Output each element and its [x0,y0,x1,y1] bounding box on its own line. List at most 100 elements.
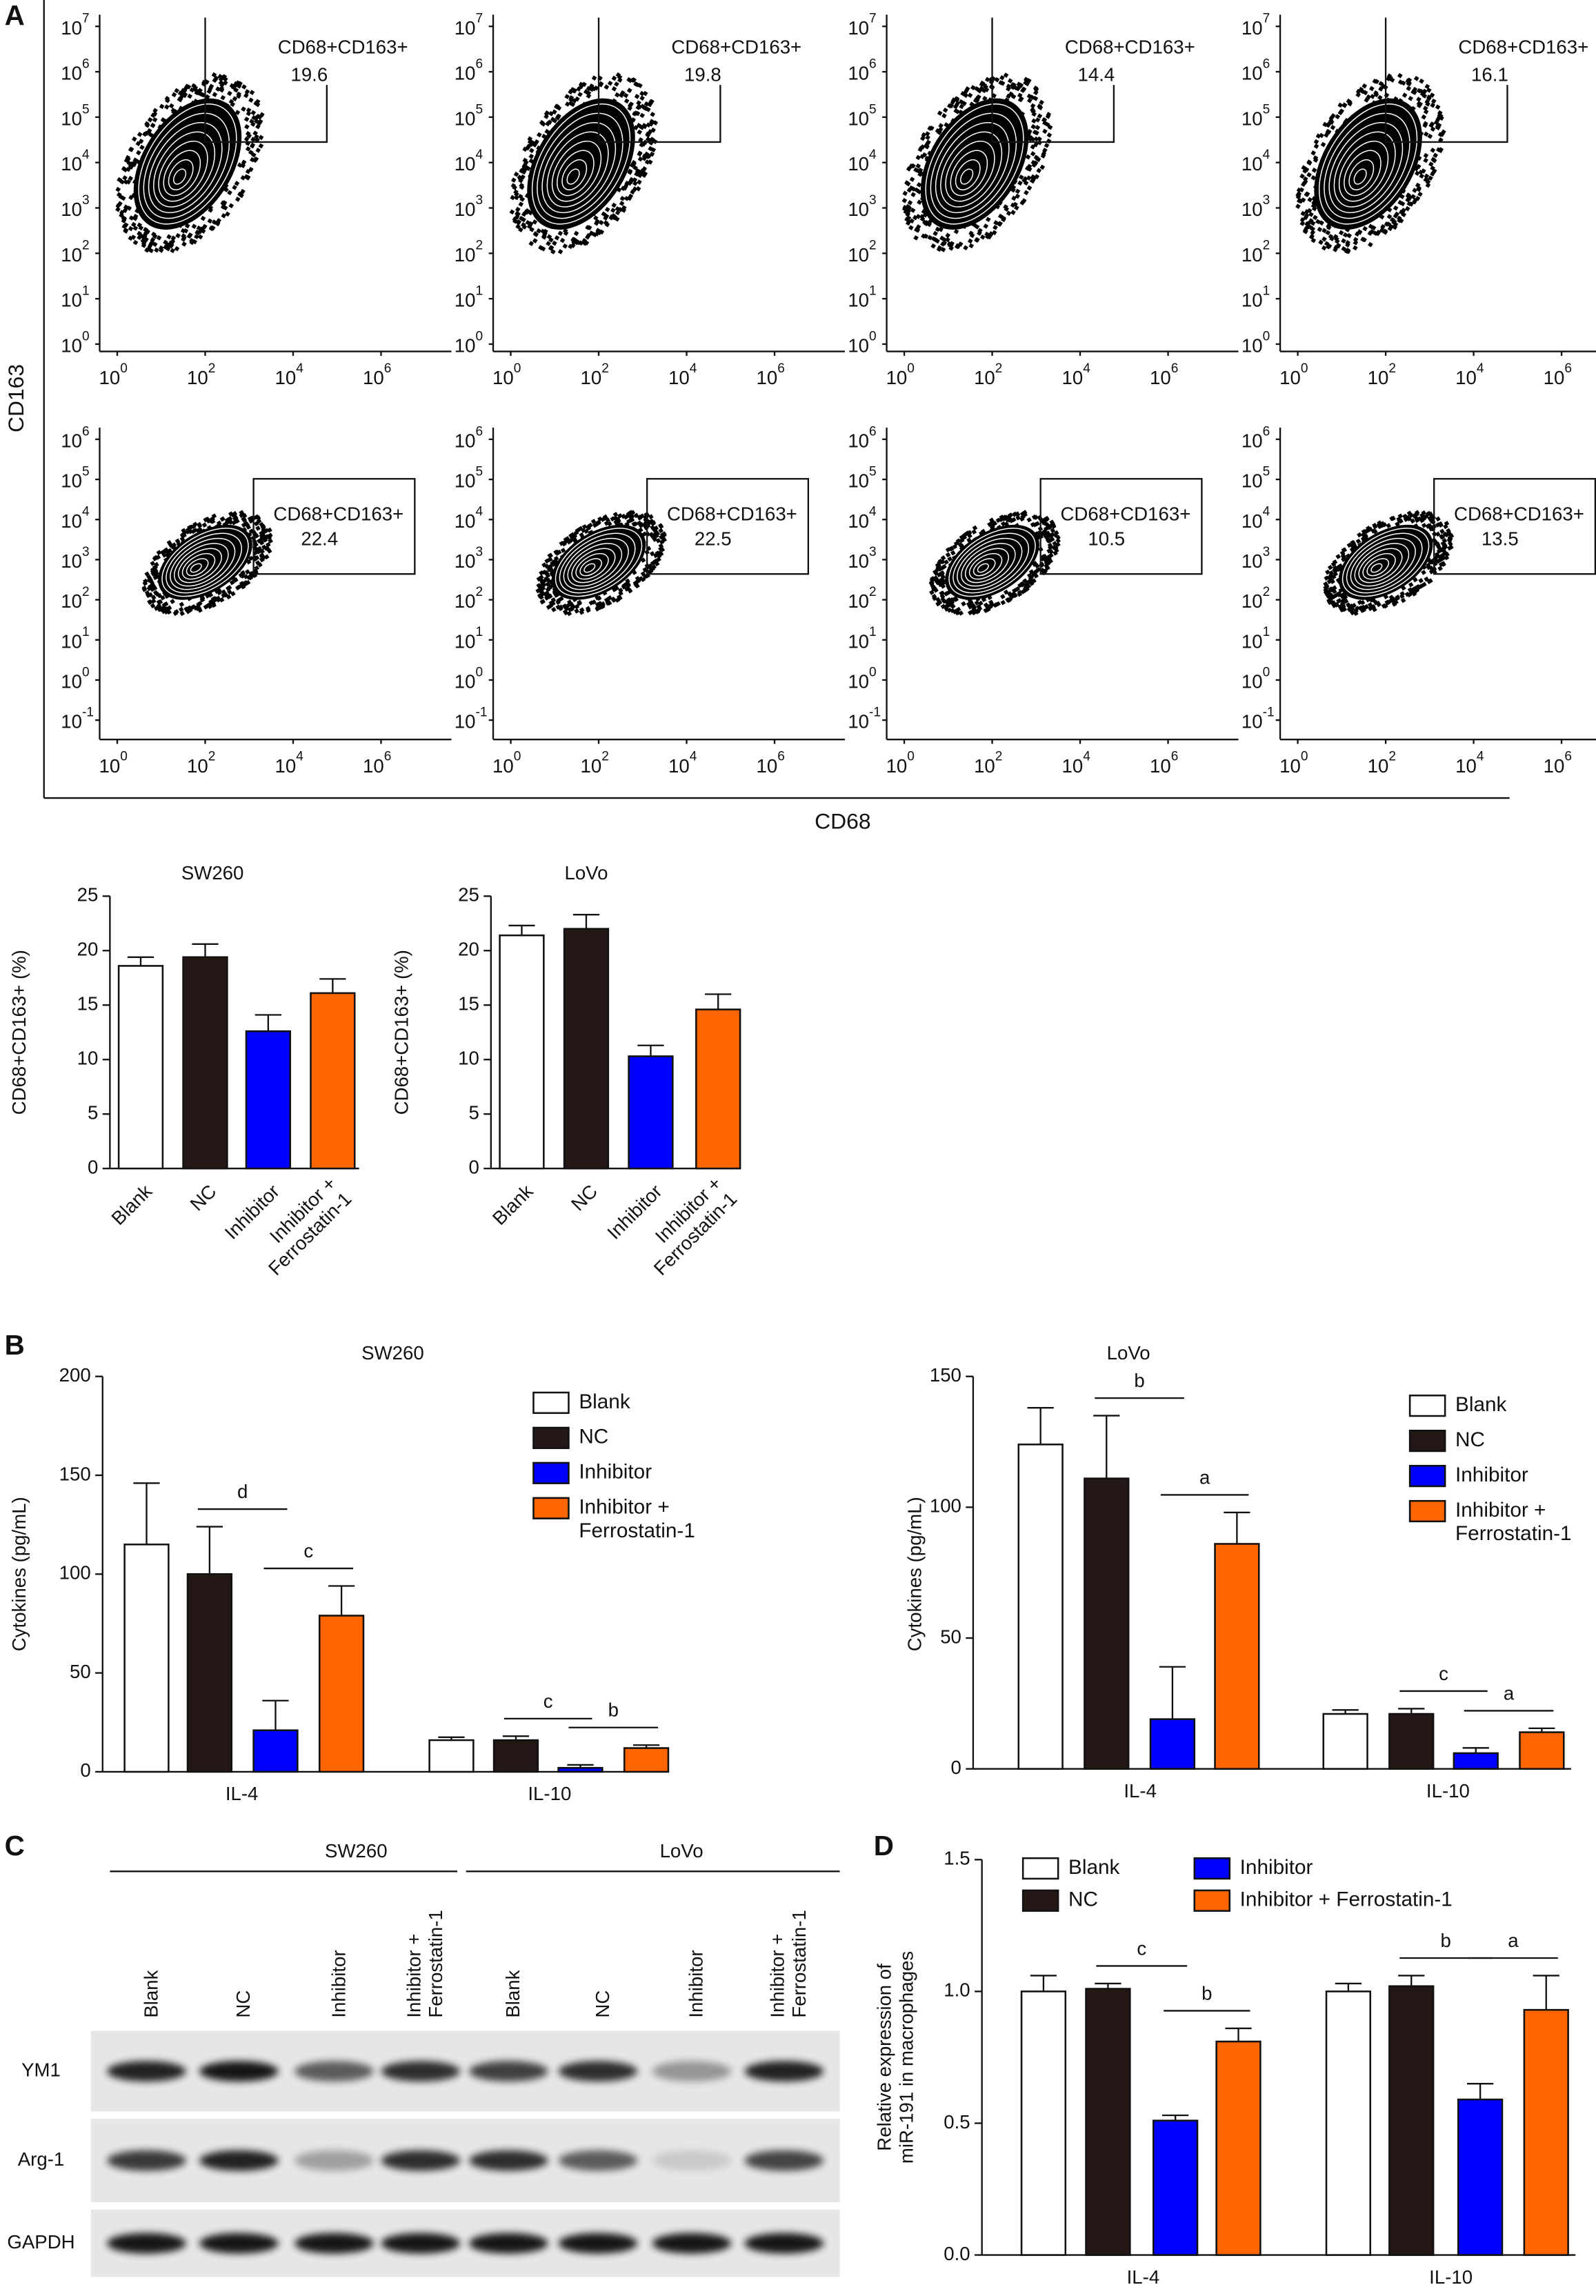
event-dot [1296,187,1302,193]
event-dot [1384,599,1390,606]
event-dot [175,232,181,239]
event-dot [1391,219,1397,226]
y-tick-exponent: 1 [1263,284,1270,299]
event-dot [1326,225,1332,230]
event-dot [152,241,158,248]
contour [1358,548,1403,583]
event-dot [196,225,202,231]
event-dot [122,167,128,172]
event-dot [968,243,975,249]
gate-label-bg [268,37,419,61]
contour [930,112,1017,219]
bar [182,956,228,1170]
event-dot [984,77,990,83]
event-dot [637,83,643,88]
event-dot [952,103,959,110]
event-dot [586,93,592,99]
event-dot [192,521,198,528]
event-dot [624,180,630,186]
y-tick-exponent: 3 [82,545,90,559]
event-dot [168,242,174,248]
event-dot [627,588,633,594]
contour [165,156,201,200]
event-dot [930,243,936,249]
event-dot [1410,586,1417,592]
contour [957,537,1023,590]
event-dot [1387,226,1393,232]
x-tick-exponent: 2 [601,361,609,376]
event-dot [212,92,218,97]
event-dot [174,538,181,544]
event-dot [517,194,523,199]
event-dot [232,510,238,517]
y-tick-label: 10 [61,108,82,129]
lane-label: Inhibitor [328,1950,349,2017]
x-tick-label: 10 [757,755,778,777]
y-tick-exponent: 2 [476,585,483,599]
y-tick-exponent: 0 [82,665,90,679]
x-tick-label: 10 [668,367,690,388]
contour [166,532,243,594]
event-dot [939,570,945,576]
event-dot [216,597,221,603]
bar [1084,1477,1130,1770]
bar [1523,2008,1569,2256]
event-dot [948,546,955,552]
event-dot [268,532,273,538]
event-dot [200,215,206,221]
event-dot [1342,232,1348,238]
event-dot [241,106,246,112]
event-dot [1375,229,1381,235]
event-dot [969,232,975,239]
event-dot [227,90,232,97]
event-dot [1393,213,1399,219]
event-dot [1046,132,1053,138]
event-dot [1341,246,1347,252]
event-dot [1325,569,1330,575]
contour [138,103,237,225]
y-tick-exponent: 1 [82,625,90,639]
event-dot [579,607,585,613]
event-dot [263,554,270,560]
event-dot [181,88,188,94]
legend-swatch [1193,1889,1231,1912]
blot-band [199,2233,279,2254]
y-tick-exponent: 0 [1263,665,1270,679]
x-tick-exponent: 2 [208,361,216,376]
event-dot [115,186,121,192]
event-dot [1036,168,1042,174]
event-dot [997,221,1003,226]
event-dot [165,243,171,248]
event-dot [947,556,952,562]
event-dot [543,110,550,117]
contour [1344,531,1426,597]
y-tick-label: 10 [455,108,476,129]
y-tick-exponent: 4 [1263,505,1270,519]
event-dot [246,107,252,113]
event-dot [228,511,234,517]
x-tick-label: 10 [492,367,514,388]
event-dot [262,537,268,543]
contour [1348,159,1375,190]
event-dot [239,192,244,199]
y-tick-label: 200 [59,1364,91,1386]
event-dot [950,550,956,556]
event-dot [150,603,156,609]
event-dot [1013,201,1018,208]
bar [499,934,545,1170]
event-dot [1308,218,1314,223]
event-dot [243,136,250,142]
x-tick-label: 10 [1150,755,1171,777]
event-dot [546,241,551,246]
event-dot [953,108,959,114]
event-dot [204,94,210,100]
contour [950,531,1033,597]
event-dot [1414,170,1420,177]
event-dot [1053,532,1059,538]
contour [163,150,201,197]
event-dot [929,125,935,131]
event-dot [901,197,908,203]
event-dot [628,101,635,107]
event-dot [563,230,569,237]
event-dot [1321,236,1327,242]
